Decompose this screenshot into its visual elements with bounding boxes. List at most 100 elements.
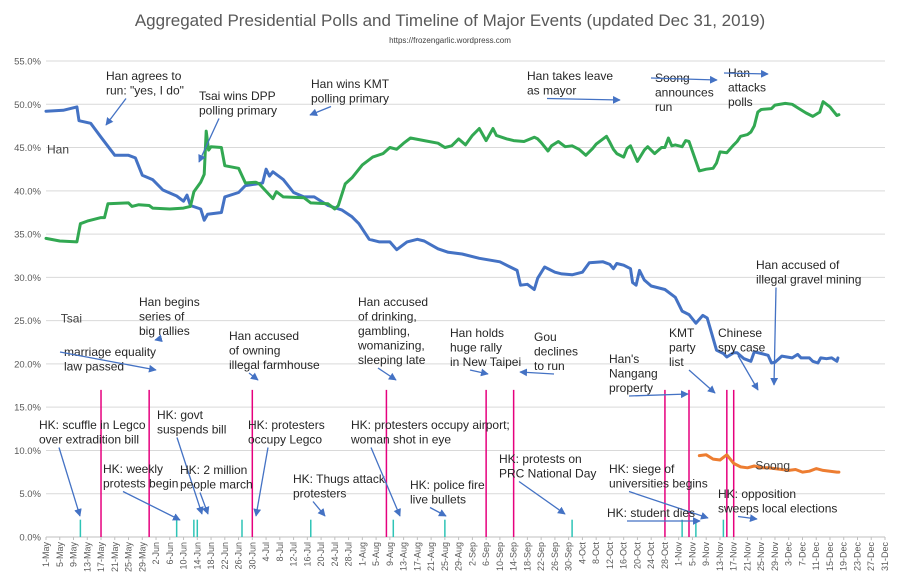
annotation: HK: student dies	[607, 506, 701, 525]
annotation-text: Han accused	[358, 295, 428, 309]
annotation-arrow	[737, 355, 759, 391]
annotation-arrow	[518, 480, 566, 515]
x-tick-label: 5-Nov	[687, 542, 697, 567]
x-tick-label: 13-May	[82, 542, 92, 573]
x-tick-label: 5-Aug	[371, 542, 381, 566]
annotation-text: people march	[180, 478, 253, 492]
annotation-text: polling primary	[199, 104, 277, 118]
x-tick-label: 16-Jul	[302, 542, 312, 567]
annotation-arrow	[59, 351, 157, 373]
series: Han Tsai Soong	[44, 100, 841, 474]
annotation-text: Chinese	[718, 326, 762, 340]
event-lines	[79, 389, 735, 537]
y-tick-label: 10.0%	[14, 446, 41, 457]
annotation-arrow	[309, 105, 332, 116]
annotation-text: Tsai wins DPP	[199, 89, 276, 103]
annotation-arrow	[312, 501, 326, 517]
series-line-tsai	[44, 100, 841, 244]
x-tick-label: 21-Nov	[742, 542, 752, 572]
x-tick-label: 13-Nov	[715, 542, 725, 572]
x-tick-label: 14-Jun	[192, 542, 202, 570]
annotation-text: declines	[534, 345, 578, 359]
x-tick-label: 19-Dec	[839, 542, 849, 572]
annotation-arrow	[737, 514, 758, 522]
annotation-text: announces	[655, 86, 714, 100]
annotation-text: protests begin	[103, 477, 178, 491]
annotation-text: HK: police fire	[410, 478, 485, 492]
series-label: Soong	[755, 458, 790, 472]
annotation-arrow	[377, 367, 397, 381]
x-tick-label: 25-May	[124, 542, 134, 573]
annotation-text: in New Taipei	[450, 355, 521, 369]
annotation-arrow	[198, 118, 220, 163]
annotation-arrow	[122, 490, 181, 521]
annotation-text: of drinking,	[358, 310, 417, 324]
annotation-text: attacks	[728, 81, 766, 95]
annotation-text: protesters	[293, 487, 346, 501]
annotation-text: HK: weekly	[103, 462, 163, 476]
annotation-arrow	[469, 368, 489, 377]
annotation-text: run: "yes, I do"	[106, 84, 184, 98]
annotation-arrow	[628, 390, 689, 399]
annotation-text: HK: student dies	[607, 506, 695, 520]
y-tick-label: 40.0%	[14, 186, 41, 197]
annotation-text: list	[669, 355, 684, 369]
x-tick-label: 12-Jul	[289, 542, 299, 567]
y-tick-label: 45.0%	[14, 143, 41, 154]
y-tick-label: 55.0%	[14, 57, 41, 68]
x-tick-label: 9-Aug	[385, 542, 395, 566]
annotation-text: Nangang	[609, 367, 658, 381]
x-tick-label: 16-Oct	[619, 542, 629, 570]
annotation-text: HK: siege of	[609, 462, 675, 476]
x-tick-label: 22-Sep	[536, 542, 546, 571]
x-tick-label: 17-Nov	[729, 542, 739, 572]
annotation-text: over extradition bill	[39, 433, 139, 447]
annotation-text: of owning	[229, 344, 280, 358]
x-tick-label: 3-Dec	[784, 542, 794, 567]
annotation-text: sleeping late	[358, 353, 426, 367]
x-tick-label: 10-Jun	[179, 542, 189, 570]
x-tick-label: 1-Aug	[357, 542, 367, 566]
annotation-arrow	[176, 437, 204, 515]
annotation-text: series of	[139, 310, 185, 324]
x-tick-label: 7-Dec	[797, 542, 807, 567]
annotation-text: to run	[534, 359, 565, 373]
x-tick-label: 6-Jun	[165, 542, 175, 565]
x-tick-label: 12-Oct	[605, 542, 615, 570]
annotation-text: HK: protests on	[499, 452, 582, 466]
x-tick-label: 26-Jun	[234, 542, 244, 570]
annotation-text: big rallies	[139, 324, 190, 338]
annotation-text: Han agrees to	[106, 69, 182, 83]
x-tick-label: 5-May	[55, 542, 65, 568]
series-line-han	[44, 105, 840, 365]
x-tick-label: 14-Sep	[509, 542, 519, 571]
x-tick-label: 9-May	[69, 542, 79, 568]
x-tick-label: 4-Jul	[261, 542, 271, 562]
y-tick-label: 30.0%	[14, 273, 41, 284]
annotation-arrow	[154, 334, 163, 343]
x-tick-label: 1-Nov	[674, 542, 684, 567]
annotation-text: HK: scuffle in Legco	[39, 418, 146, 432]
annotation-text: PRC National Day	[499, 467, 596, 481]
x-tick-label: 9-Nov	[701, 542, 711, 567]
x-tick-label: 11-Dec	[811, 542, 821, 571]
annotation-arrow	[628, 490, 709, 520]
annotation-text: HK: protesters	[248, 418, 325, 432]
annotation-text: illegal farmhouse	[229, 358, 320, 372]
annotation-text: HK: protesters occupy airport;	[351, 418, 510, 432]
x-tick-label: 18-Jun	[206, 542, 216, 570]
annotation-text: marriage equality	[64, 345, 156, 359]
annotation-text: spy case	[718, 341, 766, 355]
annotation-text: Han takes leave	[527, 69, 613, 83]
annotation-text: run	[655, 100, 672, 114]
x-tick-label: 28-Oct	[660, 542, 670, 570]
